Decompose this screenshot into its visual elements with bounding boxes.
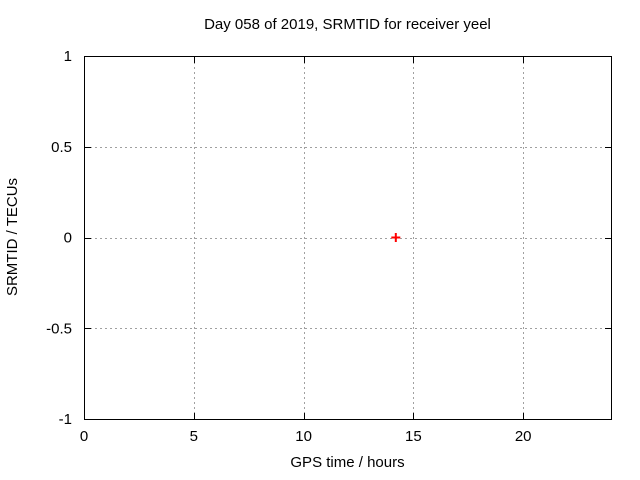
x-tick-label: 20 [515, 428, 532, 445]
y-tick-label: 0.5 [51, 139, 72, 156]
plot-border [84, 56, 612, 420]
y-tick-label: -0.5 [46, 320, 72, 337]
y-tick-label: 0 [64, 230, 72, 247]
x-tick-label: 15 [405, 428, 422, 445]
x-axis-label: GPS time / hours [290, 454, 405, 471]
x-tick-label: 10 [295, 428, 312, 445]
y-tick-label: -1 [59, 411, 72, 428]
x-tick-label: 5 [190, 428, 198, 445]
x-tick-label: 0 [80, 428, 88, 445]
chart-title: Day 058 of 2019, SRMTID for receiver yee… [204, 16, 491, 33]
y-tick-label: 1 [64, 48, 72, 65]
